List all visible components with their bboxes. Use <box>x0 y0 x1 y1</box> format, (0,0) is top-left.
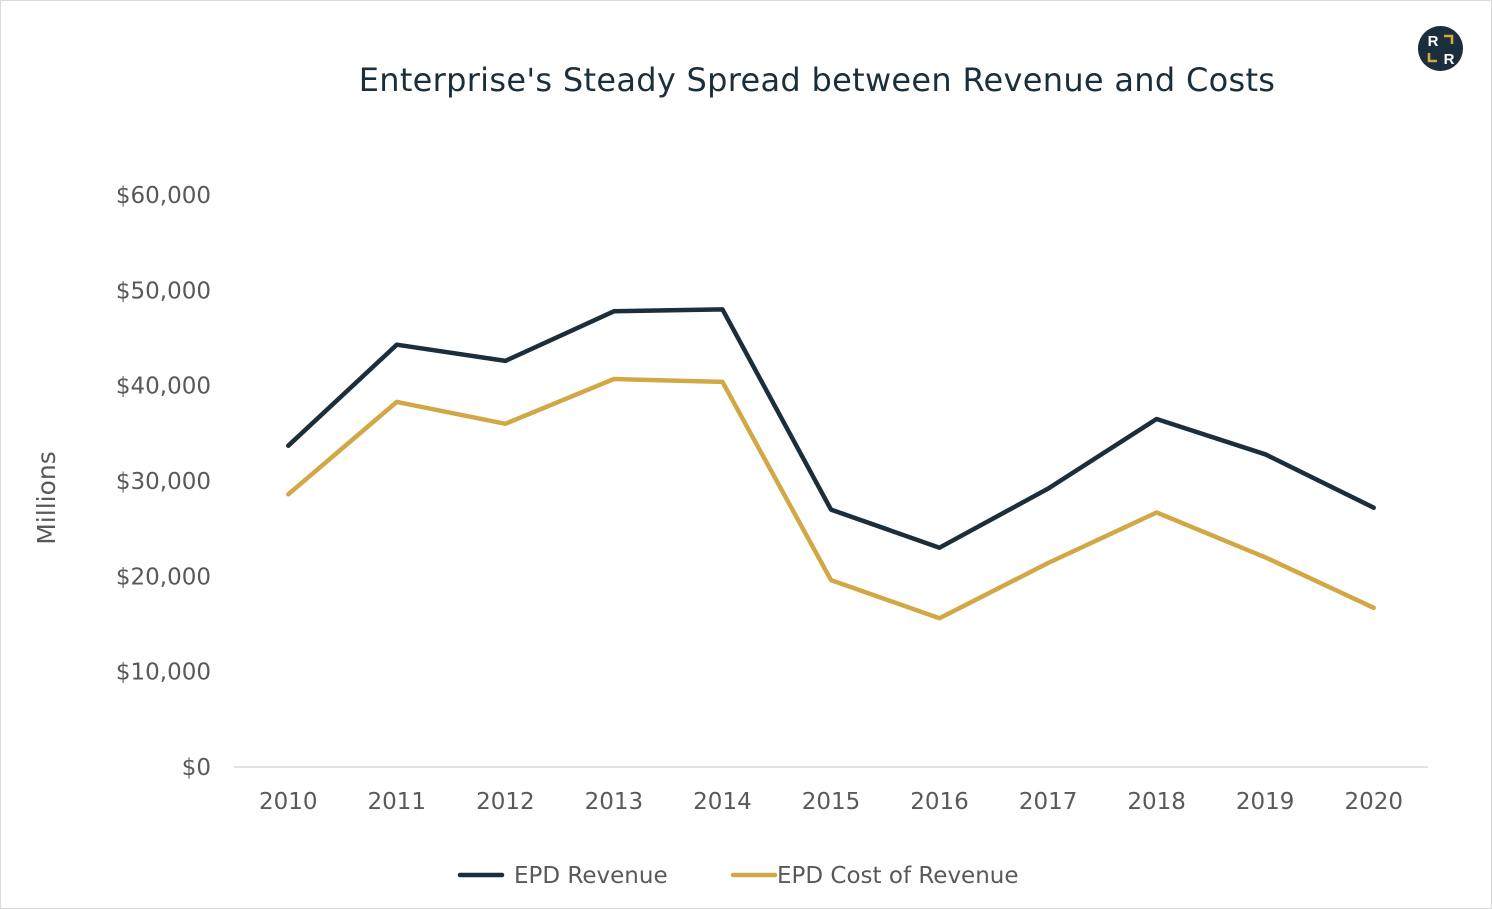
x-tick-label: 2010 <box>259 789 318 815</box>
logo-corner-top-right <box>1444 34 1454 44</box>
x-tick-label: 2011 <box>368 789 427 815</box>
x-tick-label: 2016 <box>910 789 969 815</box>
legend-label: EPD Revenue <box>514 863 668 889</box>
legend-label: EPD Cost of Revenue <box>777 863 1019 889</box>
x-tick-label: 2019 <box>1236 789 1295 815</box>
x-tick-label: 2020 <box>1344 789 1403 815</box>
x-axis-ticks: 2010 2011 2012 2013 2014 2015 2016 2017 2018 2019… <box>259 789 1403 815</box>
x-tick-label: 2018 <box>1127 789 1186 815</box>
y-tick-label: $50,000 <box>116 278 211 304</box>
x-tick-label: 2014 <box>693 789 752 815</box>
series-line-revenue <box>286 307 1376 550</box>
logo-letter-top: R <box>1428 33 1439 50</box>
x-tick-label: 2013 <box>585 789 644 815</box>
y-tick-label: $0 <box>182 755 211 781</box>
y-tick-label: $30,000 <box>116 469 211 495</box>
y-tick-label: $40,000 <box>116 374 211 400</box>
x-tick-label: 2012 <box>476 789 535 815</box>
legend: EPD Revenue EPD Cost of Revenue <box>457 863 1019 889</box>
series-line-cost-of-revenue <box>286 376 1376 621</box>
series-group <box>286 307 1376 621</box>
logo-letter-bottom: R <box>1444 51 1455 68</box>
y-tick-label: $60,000 <box>116 183 211 209</box>
y-axis-title: Millions <box>32 451 61 545</box>
chart-title: Enterprise's Steady Spread between Reven… <box>358 61 1276 99</box>
x-tick-label: 2017 <box>1019 789 1078 815</box>
y-tick-label: $10,000 <box>116 660 211 686</box>
brand-logo: R R <box>1418 26 1463 71</box>
y-tick-label: $20,000 <box>116 564 211 590</box>
x-tick-label: 2015 <box>802 789 861 815</box>
y-axis-ticks: $0 $10,000 $20,000 $30,000 $40,000 $50,000 $60… <box>116 183 211 781</box>
logo-corner-bottom-left <box>1427 53 1437 63</box>
